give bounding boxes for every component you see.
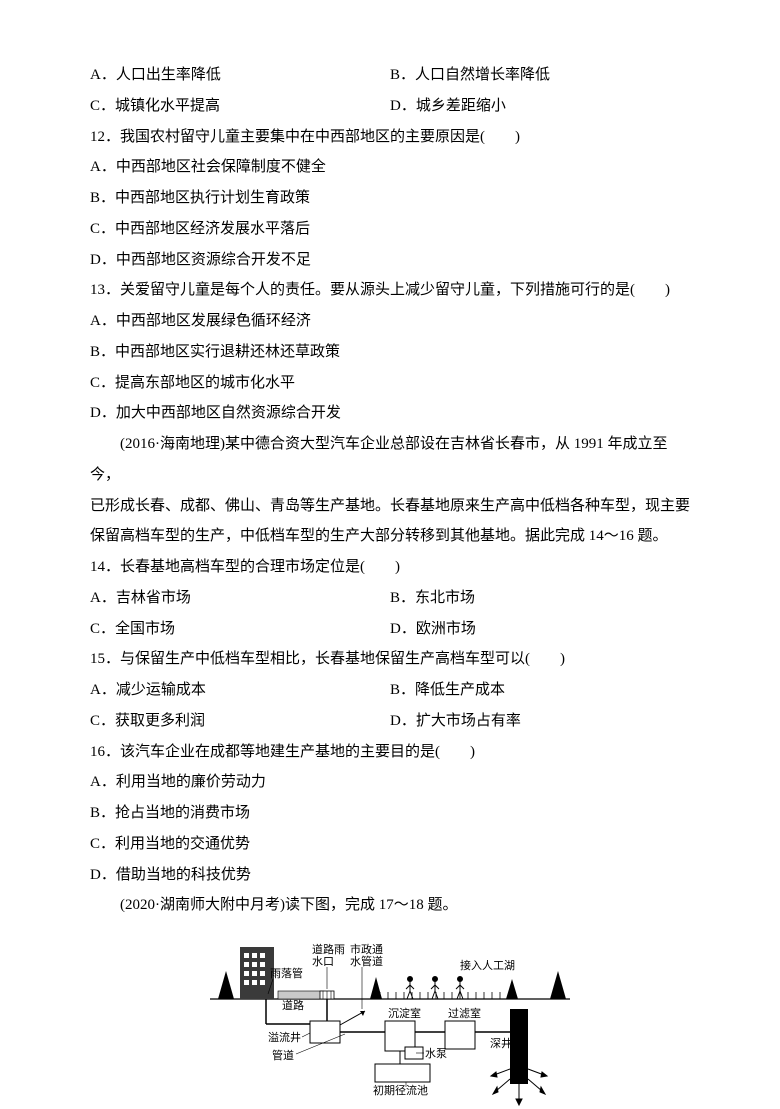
q14-opt-a: A．吉林省市场 <box>90 583 390 614</box>
label-pump: 水泵 <box>425 1047 447 1060</box>
q11-options-row2: C．城镇化水平提高 D．城乡差距缩小 <box>90 91 690 122</box>
label-road: 道路 <box>282 998 304 1012</box>
q11-opt-d: D．城乡差距缩小 <box>390 91 690 122</box>
label-pipe: 管道 <box>272 1048 294 1062</box>
q15-stem: 15．与保留生产中低档车型相比，长春基地保留生产高档车型可以( ) <box>90 644 690 675</box>
q15-options-row1: A．减少运输成本 B．降低生产成本 <box>90 675 690 706</box>
q16-opt-d: D．借助当地的科技优势 <box>90 860 690 891</box>
q15-opt-c: C．获取更多利润 <box>90 706 390 737</box>
label-filter: 过滤室 <box>448 1006 481 1020</box>
q12-opt-d: D．中西部地区资源综合开发不足 <box>90 245 690 276</box>
q11-options-row1: A．人口出生率降低 B．人口自然增长率降低 <box>90 60 690 91</box>
rainwater-diagram-wrap: 雨落管 道路 道路雨 水口 市政通 水管道 接入人工湖 溢流井 管道 沉淀室 水… <box>90 929 690 1109</box>
q11-opt-c: C．城镇化水平提高 <box>90 91 390 122</box>
passage2: (2020·湖南师大附中月考)读下图，完成 17～18 题。 <box>90 890 690 921</box>
label-city-pipe-2: 水管道 <box>350 954 383 968</box>
person-icon <box>406 977 464 1000</box>
q14-options-row1: A．吉林省市场 B．东北市场 <box>90 583 690 614</box>
q13-opt-b: B．中西部地区实行退耕还林还草政策 <box>90 337 690 368</box>
q12-opt-b: B．中西部地区执行计划生育政策 <box>90 183 690 214</box>
label-road-inlet-1: 道路雨 <box>312 942 345 956</box>
q12-stem: 12．我国农村留守儿童主要集中在中西部地区的主要原因是( ) <box>90 122 690 153</box>
q13-opt-a: A．中西部地区发展绿色循环经济 <box>90 306 690 337</box>
q13-opt-c: C．提高东部地区的城市化水平 <box>90 368 690 399</box>
q12-opt-c: C．中西部地区经济发展水平落后 <box>90 214 690 245</box>
q12-opt-a: A．中西部地区社会保障制度不健全 <box>90 152 690 183</box>
passage1-line1: (2016·海南地理)某中德合资大型汽车企业总部设在吉林省长春市，从 1991 … <box>90 429 690 491</box>
q16-opt-c: C．利用当地的交通优势 <box>90 829 690 860</box>
q16-stem: 16．该汽车企业在成都等地建生产基地的主要目的是( ) <box>90 737 690 768</box>
q16-opt-a: A．利用当地的廉价劳动力 <box>90 767 690 798</box>
q11-opt-b: B．人口自然增长率降低 <box>390 60 690 91</box>
label-initial-pool: 初期径流池 <box>373 1083 428 1097</box>
rainwater-diagram: 雨落管 道路 道路雨 水口 市政通 水管道 接入人工湖 溢流井 管道 沉淀室 水… <box>210 929 570 1109</box>
label-road-inlet-2: 水口 <box>312 955 334 968</box>
label-rain-pipe: 雨落管 <box>270 966 303 980</box>
q14-options-row2: C．全国市场 D．欧洲市场 <box>90 614 690 645</box>
q14-opt-c: C．全国市场 <box>90 614 390 645</box>
label-sediment: 沉淀室 <box>388 1006 421 1020</box>
q15-opt-d: D．扩大市场占有率 <box>390 706 690 737</box>
label-to-lake: 接入人工湖 <box>460 959 515 972</box>
q13-stem: 13．关爱留守儿童是每个人的责任。要从源头上减少留守儿童，下列措施可行的是( ) <box>90 275 690 306</box>
q15-options-row2: C．获取更多利润 D．扩大市场占有率 <box>90 706 690 737</box>
label-overflow: 溢流井 <box>268 1030 301 1044</box>
label-city-pipe-1: 市政通 <box>350 942 383 956</box>
q15-opt-b: B．降低生产成本 <box>390 675 690 706</box>
q13-opt-d: D．加大中西部地区自然资源综合开发 <box>90 398 690 429</box>
q11-opt-a: A．人口出生率降低 <box>90 60 390 91</box>
q14-opt-b: B．东北市场 <box>390 583 690 614</box>
q15-opt-a: A．减少运输成本 <box>90 675 390 706</box>
q16-opt-b: B．抢占当地的消费市场 <box>90 798 690 829</box>
q14-stem: 14．长春基地高档车型的合理市场定位是( ) <box>90 552 690 583</box>
passage1-line3: 保留高档车型的生产，中低档车型的生产大部分转移到其他基地。据此完成 14～16 … <box>90 521 690 552</box>
passage1-line2: 已形成长春、成都、佛山、青岛等生产基地。长春基地原来生产高中低档各种车型，现主要 <box>90 491 690 522</box>
q14-opt-d: D．欧洲市场 <box>390 614 690 645</box>
